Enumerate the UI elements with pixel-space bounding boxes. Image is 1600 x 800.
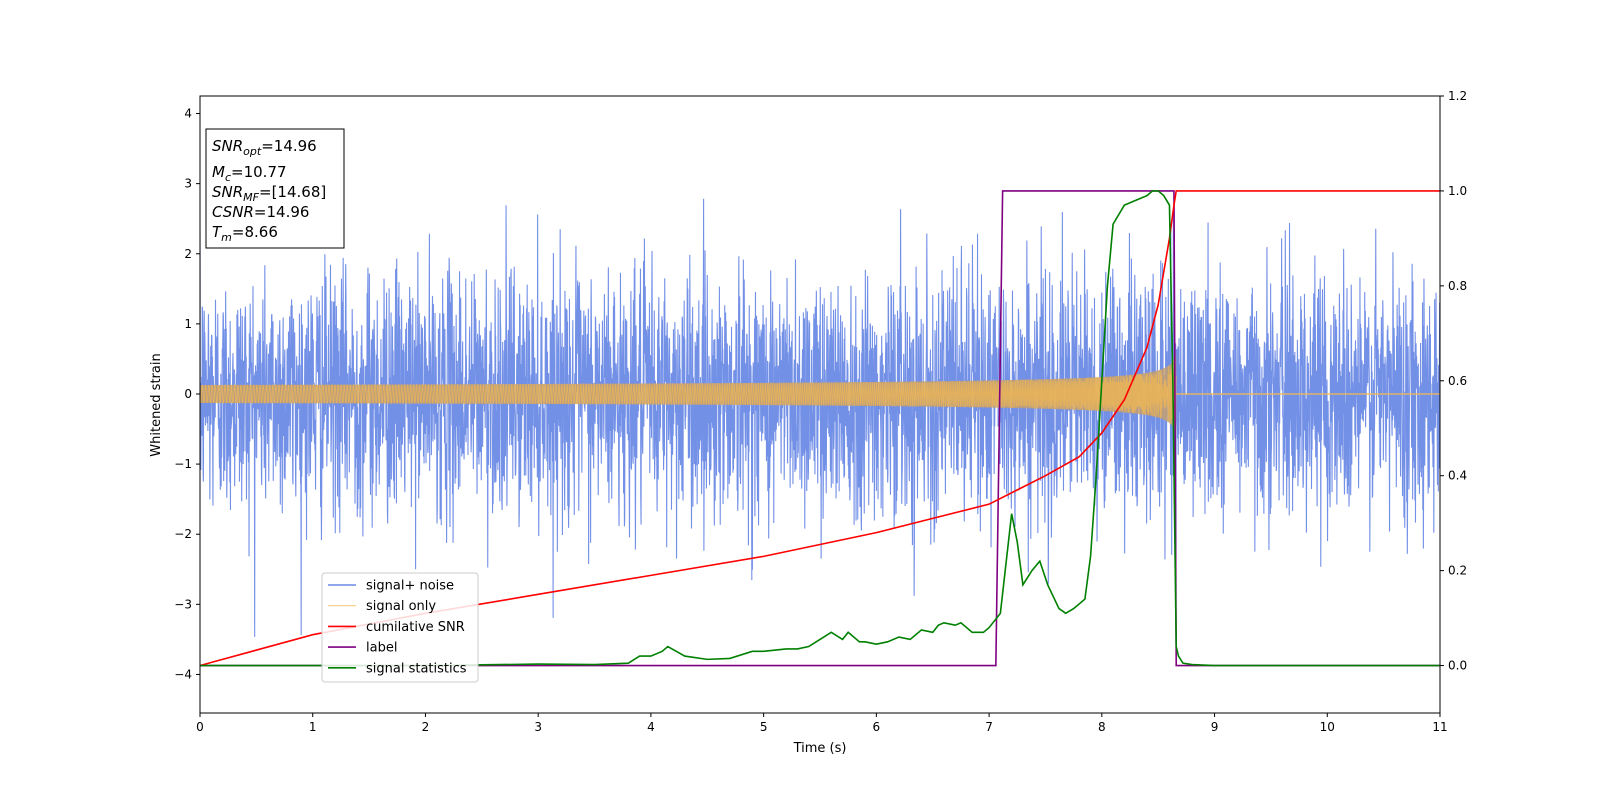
x-axis-label: Time (s) [793,741,847,756]
y-right-tick-label: 0.0 [1448,659,1467,673]
series-line-signal-only [200,359,1177,430]
x-tick-label: 3 [534,720,542,734]
y-right-tick-label: 1.2 [1448,89,1467,103]
y-left-tick-label: −4 [174,667,192,681]
legend: signal+ noise signal only cumilative SNR la… [321,572,479,683]
y-left-tick-label: −1 [174,457,192,471]
axes: 0 1 2 3 4 5 6 7 8 9 10 11 −4 −3 −2 −1 0 1 2 3 4 0.0 0.2 0.4 0.6 0… [174,89,1467,734]
y-left-tick-label: 2 [184,247,192,261]
x-tick-label: 7 [985,720,993,734]
info-box-frame [205,128,345,249]
x-tick-label: 10 [1320,720,1335,734]
x-tick-label: 1 [309,720,317,734]
y-right-tick-label: 0.6 [1448,374,1467,388]
y-left-tick-label: −2 [174,527,192,541]
x-tick-label: 6 [873,720,881,734]
info-box-line: Mc=10.77 [212,163,287,184]
series-line-signal-statistics [200,190,1440,667]
info-box-line: SNRopt=14.96 [212,137,317,158]
x-tick-label: 5 [760,720,768,734]
legend-label: signal+ noise [366,579,454,594]
x-tick-label: 4 [647,720,655,734]
x-tick-label: 8 [1098,720,1106,734]
y-right-tick-label: 0.2 [1448,564,1467,578]
plot-area [200,190,1440,667]
y-right-tick-label: 0.8 [1448,279,1467,293]
info-box: SNRopt=14.96 Mc=10.77SNRMF=[14.68]CSNR=14… [205,128,345,249]
x-tick-label: 0 [196,720,204,734]
legend-label: signal statistics [366,661,467,676]
legend-label: label [366,641,397,656]
y-left-tick-label: 0 [184,387,192,401]
y-left-tick-label: 1 [184,317,192,331]
legend-frame [321,572,479,683]
plot-frame [199,95,1441,714]
x-tick-label: 2 [422,720,430,734]
info-box-line: SNRMF=[14.68] [212,183,326,204]
y-left-tick-label: 3 [184,177,192,191]
x-tick-label: 11 [1432,720,1447,734]
info-box-line: CSNR=14.96 [212,203,309,221]
y-right-tick-label: 1.0 [1448,184,1467,198]
y-axis-label: Whitened strain [149,353,164,456]
y-left-tick-label: 4 [184,107,192,121]
y-right-tick-label: 0.4 [1448,469,1467,483]
series-line-cumulative-snr [200,190,1440,667]
info-box-line: Tm=8.66 [212,223,278,244]
legend-label: signal only [366,599,436,614]
x-tick-label: 9 [1211,720,1219,734]
y-left-tick-label: −3 [174,597,192,611]
legend-label: cumilative SNR [366,620,465,635]
